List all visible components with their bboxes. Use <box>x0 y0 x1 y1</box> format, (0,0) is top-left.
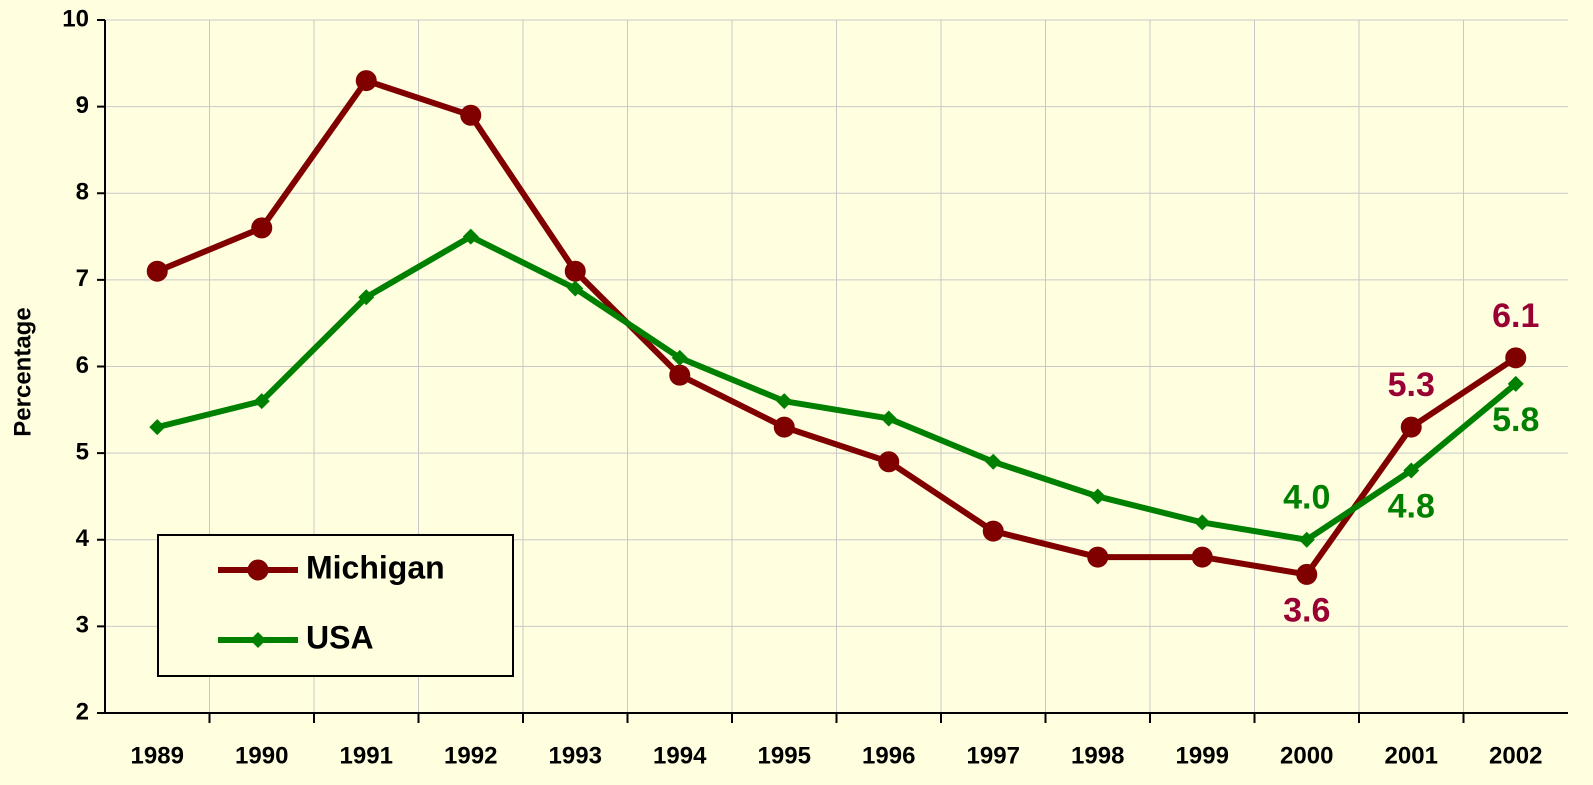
x-tick-label: 1996 <box>862 742 915 769</box>
marker <box>1089 488 1106 505</box>
x-tick-label: 1990 <box>235 742 288 769</box>
y-tick-label: 3 <box>76 612 89 639</box>
y-tick-label: 5 <box>76 438 89 465</box>
y-tick-label: 9 <box>76 92 89 119</box>
x-tick-label: 1998 <box>1071 742 1124 769</box>
marker <box>985 453 1002 470</box>
legend-box <box>157 534 514 677</box>
marker <box>1087 546 1109 568</box>
marker <box>247 559 269 581</box>
marker <box>1505 347 1527 369</box>
y-tick-label: 8 <box>76 179 89 206</box>
marker <box>1403 462 1420 479</box>
marker <box>1298 531 1315 548</box>
y-tick-label: 7 <box>76 265 89 292</box>
x-tick-label: 2002 <box>1489 742 1542 769</box>
data-label: 6.1 <box>1492 297 1539 335</box>
data-label: 4.0 <box>1283 479 1330 517</box>
marker <box>253 393 270 410</box>
marker <box>567 280 584 297</box>
marker <box>776 393 793 410</box>
marker <box>880 410 897 427</box>
legend-label: USA <box>306 619 374 655</box>
x-tick-label: 1995 <box>758 742 811 769</box>
y-tick-label: 6 <box>76 352 89 379</box>
series-line <box>156 233 1518 543</box>
marker <box>1191 546 1213 568</box>
y-tick-label: 4 <box>76 525 90 552</box>
marker <box>146 260 168 282</box>
data-label: 4.8 <box>1388 487 1435 525</box>
marker <box>671 349 688 366</box>
marker <box>149 419 166 436</box>
marker <box>462 228 479 245</box>
data-label: 5.3 <box>1388 366 1435 404</box>
legend-label: Michigan <box>306 549 445 585</box>
y-tick-label: 2 <box>76 698 89 725</box>
marker <box>982 520 1004 542</box>
x-tick-label: 1992 <box>444 742 497 769</box>
x-tick-label: 1989 <box>131 742 184 769</box>
series-line <box>156 77 1518 578</box>
x-tick-label: 2001 <box>1385 742 1438 769</box>
marker <box>355 70 377 92</box>
x-tick-label: 1991 <box>340 742 393 769</box>
y-tick-label: 10 <box>62 5 89 32</box>
marker <box>251 217 273 239</box>
marker <box>669 364 691 386</box>
y-axis-label: Percentage <box>9 307 36 436</box>
marker <box>878 451 900 473</box>
x-tick-label: 1993 <box>549 742 602 769</box>
x-tick-label: 1994 <box>653 742 707 769</box>
marker <box>250 632 266 648</box>
marker <box>1296 563 1318 585</box>
marker <box>564 260 586 282</box>
marker <box>1400 416 1422 438</box>
marker <box>1194 514 1211 531</box>
x-tick-label: 1999 <box>1176 742 1229 769</box>
marker <box>460 104 482 126</box>
marker <box>1507 375 1524 392</box>
data-label: 3.6 <box>1283 591 1330 629</box>
marker <box>358 289 375 306</box>
data-label: 5.8 <box>1492 401 1539 439</box>
marker <box>773 416 795 438</box>
x-tick-label: 1997 <box>967 742 1020 769</box>
x-tick-label: 2000 <box>1280 742 1333 769</box>
